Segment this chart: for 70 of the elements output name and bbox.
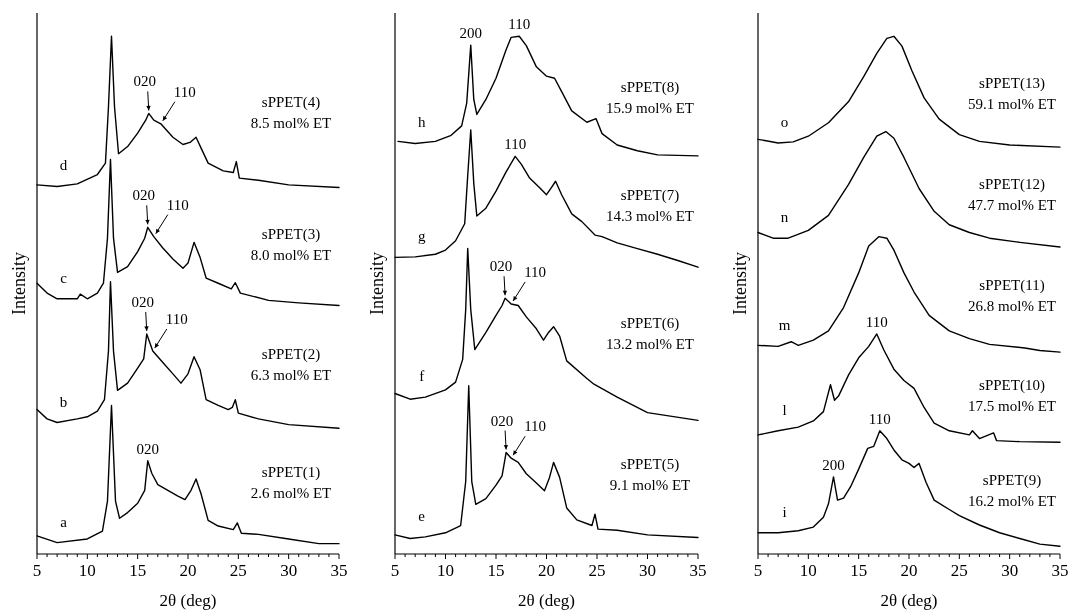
y-axis-title: Intensity [9, 252, 29, 315]
annotation: 110 [173, 83, 196, 100]
annotation: a [60, 513, 68, 530]
x-tick-label: 35 [689, 561, 707, 580]
annotation: n [780, 209, 789, 226]
x-tick-label: 5 [753, 561, 763, 580]
series-label: sPPET(11) 26.8 mol% ET [968, 277, 1056, 315]
x-tick-label: 20 [179, 561, 197, 580]
x-tick-label: 20 [538, 561, 555, 580]
x-tick-label: 35 [330, 561, 348, 580]
annotation: 110 [508, 16, 531, 33]
series-label: sPPET(8) 15.9 mol% ET [606, 79, 694, 117]
series-label: sPPET(12) 47.7 mol% ET [968, 175, 1056, 213]
series-label: sPPET(7) 14.3 mol% ET [606, 186, 694, 224]
text: sPPET(6) 13.2 mol% ET [606, 315, 694, 353]
annotation: 020 [133, 73, 156, 90]
annotation: 200 [459, 25, 482, 42]
annotation: i [782, 503, 787, 520]
series-label: sPPET(3) 8.0 mol% ET [250, 225, 332, 263]
x-tick-label: 30 [1001, 561, 1019, 580]
x-tick-label: 10 [78, 561, 96, 580]
annotation: 110 [166, 196, 189, 213]
x-tick-label: 35 [1051, 561, 1069, 580]
x-tick-label: 5 [390, 561, 400, 580]
annotation: l [782, 401, 787, 418]
annotation: 020 [131, 293, 154, 310]
x-tick-label: 15 [850, 561, 868, 580]
x-tick-label: 30 [280, 561, 298, 580]
y-axis-title: Intensity [730, 252, 750, 315]
annotation: 110 [524, 418, 547, 435]
annotation: 110 [165, 311, 188, 328]
x-axis-title: 2θ (deg) [518, 591, 575, 610]
annotation: m [778, 317, 791, 334]
annotation: g [417, 227, 426, 244]
annotation: e [418, 507, 426, 524]
x-tick-label: 15 [129, 561, 147, 580]
series-label: sPPET(13) 59.1 mol% ET [968, 74, 1056, 112]
x-tick-label: 10 [799, 561, 817, 580]
annotation: 020 [490, 412, 514, 429]
series-label: sPPET(5) 9.1 mol% ET [609, 455, 691, 493]
x-axis-title: 2θ (deg) [880, 591, 938, 610]
annotation: 110 [865, 313, 888, 330]
annotation: 020 [489, 258, 513, 275]
x-tick-label: 10 [437, 561, 454, 580]
x-tick-label: 5 [32, 561, 42, 580]
annotation: c [60, 269, 68, 286]
annotation: 110 [524, 263, 547, 280]
annotation: 110 [504, 136, 527, 153]
series-label: sPPET(1) 2.6 mol% ET [250, 463, 332, 501]
annotation: o [780, 113, 789, 130]
annotation: 200 [822, 456, 845, 473]
annotation: 020 [136, 440, 159, 457]
annotation: 020 [132, 187, 155, 204]
x-tick-label: 20 [900, 561, 918, 580]
text: sPPET(4) 8.5 mol% ET [250, 94, 332, 132]
series-label: sPPET(10) 17.5 mol% ET [968, 376, 1056, 414]
x-axis-title: 2θ (deg) [159, 591, 217, 610]
y-axis-title: Intensity [367, 252, 387, 315]
annotation: b [59, 393, 68, 410]
annotation: f [419, 368, 425, 385]
series-label: sPPET(9) 16.2 mol% ET [968, 472, 1056, 510]
x-tick-label: 25 [950, 561, 968, 580]
x-tick-label: 25 [229, 561, 247, 580]
annotation: h [417, 114, 426, 131]
annotation: 110 [868, 410, 891, 427]
series-label: sPPET(2) 6.3 mol% ET [250, 345, 332, 383]
x-tick-label: 30 [639, 561, 656, 580]
x-tick-label: 15 [487, 561, 505, 580]
x-tick-label: 25 [588, 561, 606, 580]
annotation: d [59, 157, 68, 174]
